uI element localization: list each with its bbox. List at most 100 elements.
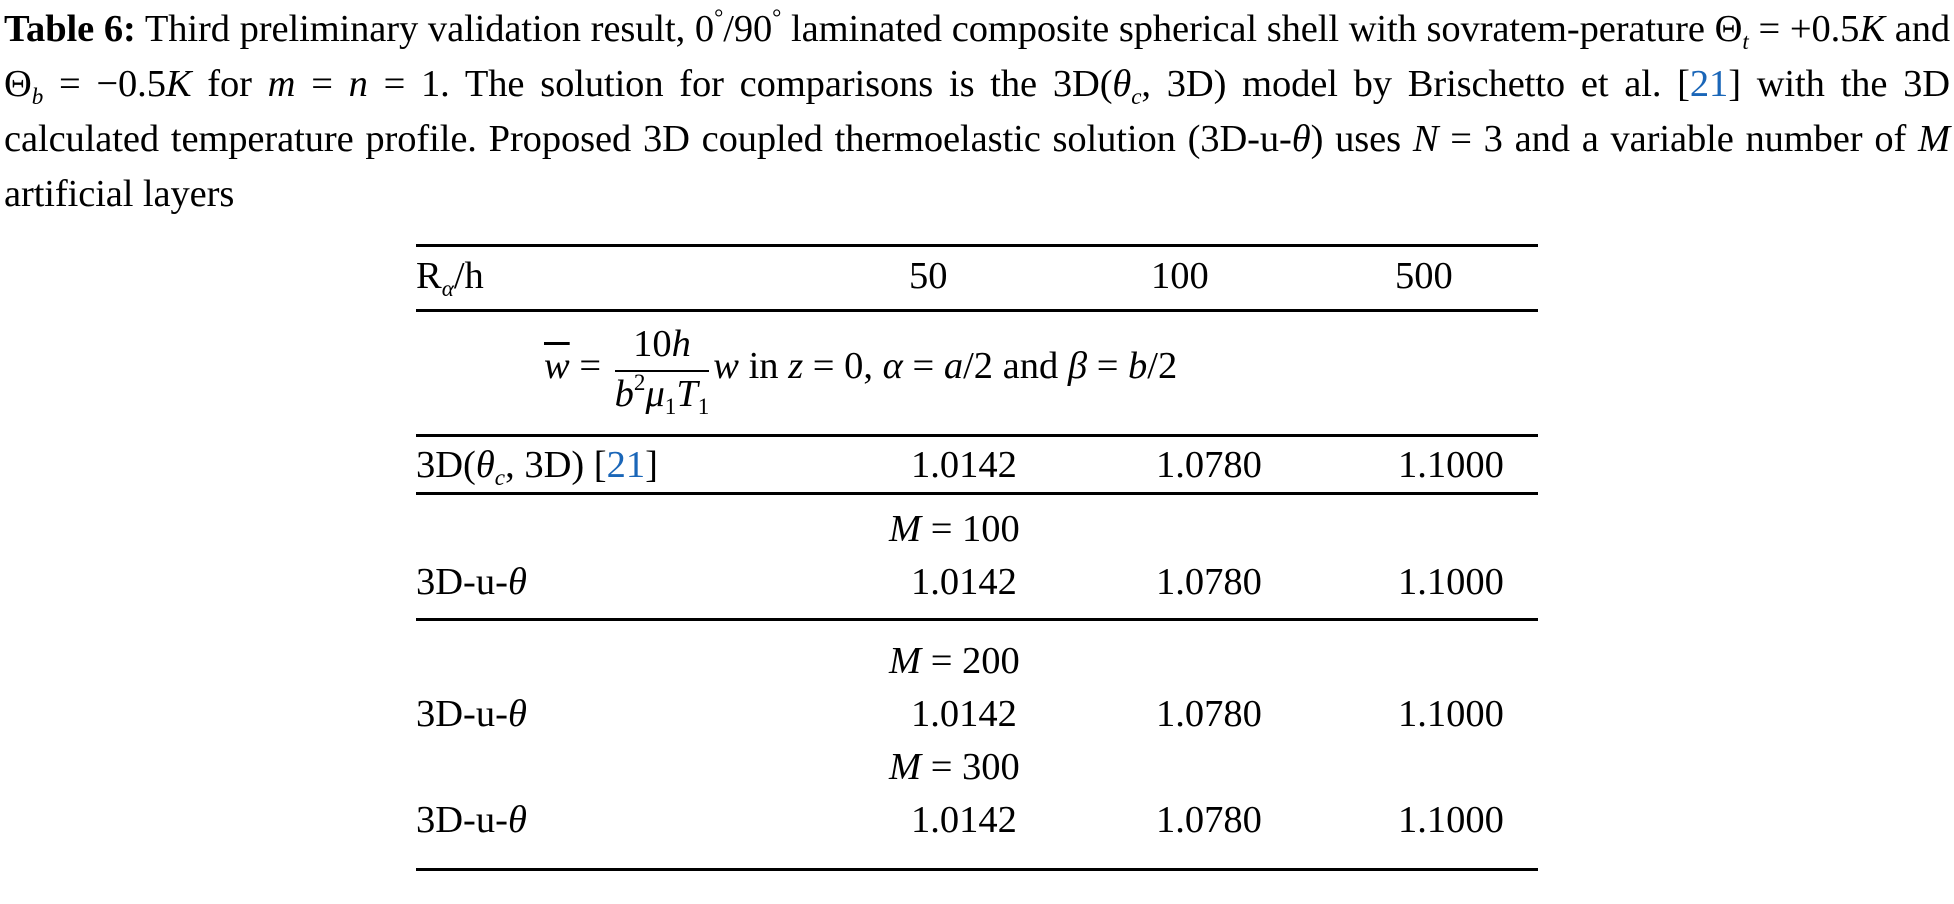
group-rule [416, 618, 1538, 621]
den-sup: 2 [633, 368, 646, 395]
caption-text: = −0.5 [43, 63, 166, 105]
m-label: M = 100 [889, 507, 1020, 551]
den-b: b [614, 373, 634, 415]
value-cell: 1.0780 [1156, 444, 1262, 486]
header-col-ratio: Rα/h [416, 254, 484, 302]
header-col-500: 500 [1395, 255, 1453, 297]
den-mu: μ [645, 373, 665, 415]
theta-symbol: θ [1291, 118, 1311, 160]
row-label-text: 3D-u- [416, 799, 508, 841]
m-symbol: m [267, 63, 296, 105]
caption-label: Table 6: [4, 8, 136, 50]
formula-text: /2 and [963, 344, 1068, 387]
caption-text: = +0.5 [1748, 8, 1860, 50]
caption-text: = [295, 63, 349, 105]
m-symbol: M [889, 640, 922, 682]
value-cell: 1.0780 [1156, 799, 1262, 841]
row-label: 3D-u-θ [416, 798, 527, 842]
w-bar-symbol: w [544, 344, 570, 387]
m-label: M = 200 [889, 639, 1020, 683]
degree-symbol: ° [714, 3, 724, 30]
caption-text: = 1. The solution for comparisons is the… [367, 63, 1113, 105]
alpha-symbol: α [882, 344, 903, 387]
value-cell: 1.1000 [1398, 444, 1504, 486]
header-rule [416, 309, 1538, 312]
theta-symbol: θ [507, 799, 527, 841]
a-symbol: a [943, 344, 964, 387]
degree-symbol: ° [772, 3, 782, 30]
value-cell: 1.0142 [911, 693, 1017, 735]
results-table: Rα/h 50 100 500 w = 10h b2μ1T1 w in z = 0,… [416, 244, 1538, 871]
den-mu-sub: 1 [664, 393, 677, 420]
row-label: 3D-u-θ [416, 560, 527, 604]
ref-label-text: , 3D) [ [505, 444, 607, 486]
fraction-denominator: b2μ1T1 [614, 368, 710, 420]
caption-text: laminated composite spherical shell with… [781, 8, 1715, 50]
value-cell: 1.0780 [1156, 561, 1262, 603]
row-label: 3D-u-θ [416, 692, 527, 736]
caption-text: /90 [723, 8, 773, 50]
formula-text: = 0, [803, 344, 883, 387]
z-symbol: z [788, 344, 804, 387]
formula-text: /2 [1147, 344, 1178, 387]
w-bar-formula: w = 10h b2μ1T1 w in z = 0, α = a/2 and β =… [544, 322, 1178, 420]
theta-bottom-subscript: b [31, 83, 44, 110]
fraction-numerator: 10h [614, 322, 710, 372]
formula-fraction: 10h b2μ1T1 [614, 322, 710, 420]
caption-text: ] with the 3D calculated temperature pro… [4, 63, 1950, 160]
caption-text: and [1884, 8, 1950, 50]
header-r: R [416, 255, 442, 297]
value-cell: 1.1000 [1398, 799, 1504, 841]
n-symbol: n [348, 63, 368, 105]
theta-symbol: θ [475, 444, 495, 486]
m-value: = 100 [921, 508, 1020, 550]
group-m100: M = 100 3D-u-θ 1.0142 1.0780 1.1000 [416, 495, 1538, 618]
reference-row: 3D(θc, 3D) [21] 1.0142 1.0780 1.1000 [416, 437, 1538, 492]
b-symbol: b [1128, 344, 1148, 387]
theta-c-symbol: θ [1112, 63, 1132, 105]
m-value: = 200 [921, 640, 1020, 682]
ref-label-text: ] [645, 444, 658, 486]
ref-label-text: 3D( [416, 444, 476, 486]
caption-text: , 3D) model by Brischetto et al. [ [1141, 63, 1690, 105]
caption-text: ) uses [1310, 118, 1413, 160]
formula-text: in [738, 344, 789, 387]
value-cell: 1.0142 [911, 444, 1017, 486]
theta-symbol: θ [507, 693, 527, 735]
beta-symbol: β [1067, 344, 1088, 387]
formula-text: = [902, 344, 944, 387]
formula-rule [416, 434, 1538, 437]
formula-text: = [569, 344, 611, 387]
w-symbol: w [713, 344, 739, 387]
caption-text: Third preliminary validation result, 0 [135, 8, 715, 50]
formula-text: = [1087, 344, 1129, 387]
value-cell: 1.0780 [1156, 693, 1262, 735]
n-layers-symbol: N [1412, 118, 1439, 160]
m-label: M = 300 [889, 745, 1020, 789]
value-cell: 1.0142 [911, 799, 1017, 841]
theta-bottom-symbol: Θ [4, 63, 32, 105]
kelvin-symbol: K [1859, 8, 1885, 50]
header-alpha-subscript: α [441, 275, 454, 302]
citation-link-21[interactable]: 21 [606, 444, 646, 486]
row-label-text: 3D-u- [416, 693, 508, 735]
theta-c-subscript: c [494, 464, 506, 491]
reference-label: 3D(θc, 3D) [21] [416, 443, 658, 491]
header-h: /h [453, 255, 484, 297]
caption-text: for [191, 63, 268, 105]
kelvin-symbol: K [165, 63, 192, 105]
table-caption: Table 6: Third preliminary validation re… [4, 2, 1950, 222]
theta-c-subscript: c [1131, 83, 1142, 110]
formula-row: w = 10h b2μ1T1 w in z = 0, α = a/2 and β =… [416, 312, 1538, 434]
header-col-100: 100 [1151, 255, 1209, 297]
top-rule [416, 244, 1538, 247]
citation-link-21[interactable]: 21 [1689, 63, 1729, 105]
header-row: Rα/h 50 100 500 [416, 247, 1538, 309]
den-t-sub: 1 [697, 393, 710, 420]
m-symbol: M [889, 746, 922, 788]
group-m200-m300: M = 200 3D-u-θ 1.0142 1.0780 1.1000 M = … [416, 621, 1538, 868]
reference-rule [416, 492, 1538, 495]
den-t: T [676, 373, 698, 415]
theta-top-symbol: Θ [1714, 8, 1743, 50]
header-col-50: 50 [909, 255, 948, 297]
